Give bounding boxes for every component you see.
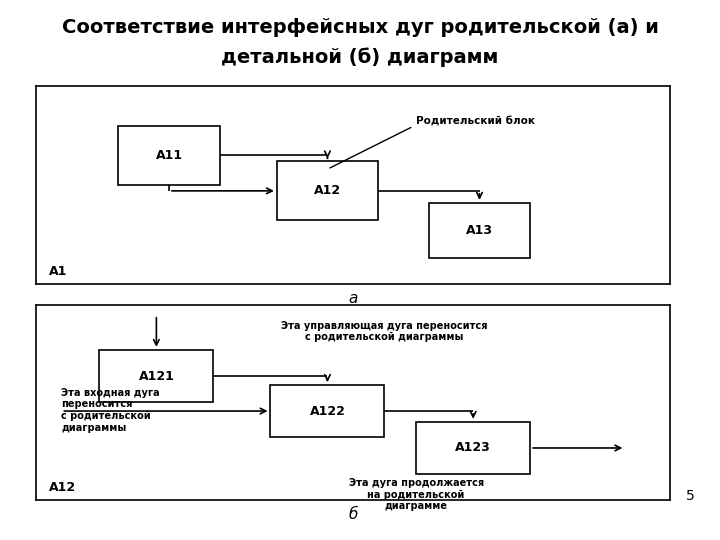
Text: Родительский блок: Родительский блок: [330, 117, 535, 168]
Text: 5: 5: [686, 489, 695, 503]
Text: Соответствие интерфейсных дуг родительской (а) и: Соответствие интерфейсных дуг родительск…: [62, 18, 658, 37]
Text: A11: A11: [156, 149, 183, 162]
Text: б: б: [348, 507, 358, 522]
Text: A123: A123: [455, 442, 491, 455]
Text: Эта управляющая дуга переносится
с родительской диаграммы: Эта управляющая дуга переносится с родит…: [282, 321, 487, 342]
Bar: [118, 126, 220, 185]
Text: Эта входная дуга
переносится
с родительской
диаграммы: Эта входная дуга переносится с родительс…: [61, 388, 160, 433]
Text: A121: A121: [138, 369, 174, 382]
Bar: [416, 422, 530, 474]
Text: A122: A122: [310, 404, 346, 417]
Text: A12: A12: [314, 184, 341, 197]
Text: A1: A1: [49, 265, 67, 278]
Bar: [276, 161, 378, 220]
Text: Эта дуга продолжается
на родительской
диаграмме: Эта дуга продолжается на родительской ди…: [348, 478, 484, 511]
Bar: [429, 202, 530, 258]
Text: детальной (б) диаграмм: детальной (б) диаграмм: [221, 47, 499, 66]
Bar: [271, 385, 384, 437]
Text: A12: A12: [49, 481, 76, 494]
Text: а: а: [348, 291, 358, 306]
Bar: [99, 350, 213, 402]
Text: A13: A13: [466, 224, 493, 237]
